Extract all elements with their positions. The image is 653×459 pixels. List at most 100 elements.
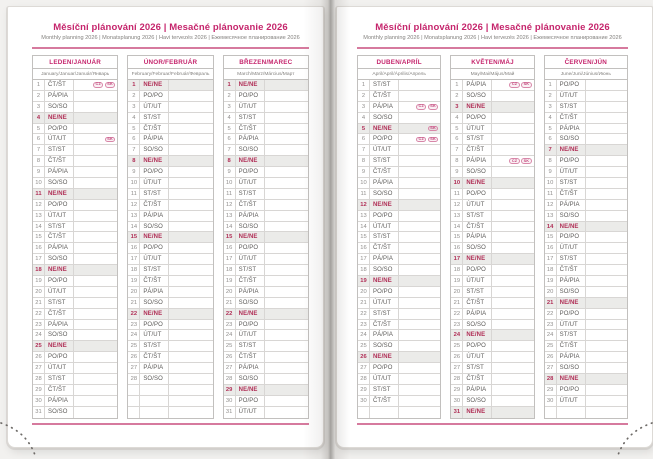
day-row: 6 PÁ/PIA <box>223 134 308 146</box>
day-row: 8 PO/PO <box>544 156 627 168</box>
day-row: 16 PO/PO <box>128 243 213 255</box>
day-row: 4 ST/ST <box>223 112 308 124</box>
day-row: 5 PO/PO <box>33 123 118 135</box>
day-abbr: ST/ST <box>370 80 399 90</box>
day-row: 27 ST/ST <box>451 363 534 375</box>
day-row: 14 ST/ST <box>33 221 118 233</box>
day-number: 20 <box>128 286 141 297</box>
notes-cell <box>399 374 440 384</box>
months-row: LEDEN/JANUÁR January/Januar/Január/Январь… <box>32 55 309 419</box>
notes-cell <box>586 352 627 362</box>
day-abbr: ÚT/UT <box>463 123 493 134</box>
day-number: 13 <box>33 210 45 221</box>
notes-cell <box>265 374 308 384</box>
day-number: 21 <box>224 297 236 308</box>
notes-cell <box>74 167 117 177</box>
day-number: 12 <box>545 199 557 210</box>
day-number: 24 <box>33 330 45 341</box>
day-abbr: PO/PO <box>370 210 399 221</box>
day-abbr: ST/ST <box>236 112 265 123</box>
day-abbr: PO/PO <box>463 341 493 352</box>
day-number: 9 <box>33 167 45 178</box>
day-row: 23 ČT/ŠT <box>358 319 441 331</box>
month-table: DUBEN/APRÍL April/April/Április/Апрель 1 ST… <box>357 55 442 419</box>
day-number: 12 <box>451 199 464 210</box>
day-abbr: SO/SO <box>557 210 586 221</box>
day-number: 9 <box>545 167 557 178</box>
day-number: 23 <box>451 319 464 330</box>
day-abbr: PO/PO <box>557 156 586 167</box>
day-row: 7 ČT/ŠT <box>451 145 534 157</box>
day-abbr: ST/ST <box>557 330 586 341</box>
day-abbr: PÁ/PIA <box>140 363 170 374</box>
day-row: 22 ČT/ŠT <box>33 308 118 320</box>
day-row: 11 ST/ST <box>128 188 213 200</box>
day-abbr: ÚT/UT <box>45 286 74 297</box>
notes-cell <box>586 189 627 199</box>
day-row: 21 NE/NE <box>544 297 627 309</box>
day-number: 15 <box>358 232 370 243</box>
day-row: 15 ČT/ŠT <box>33 232 118 244</box>
day-number: 11 <box>545 188 557 199</box>
day-abbr: ČT/ŠT <box>557 341 586 352</box>
month-name: ČERVEN/JÚN <box>544 56 627 69</box>
notes-cell <box>586 320 627 330</box>
day-abbr: ST/ST <box>370 308 399 319</box>
notes-cell <box>169 167 212 177</box>
day-row: 1 ČT/ŠT CZ SK <box>33 80 118 91</box>
day-abbr: NE/NE <box>463 178 493 188</box>
day-row: 10 ÚT/UT <box>128 178 213 189</box>
day-abbr: PO/PO <box>45 352 74 363</box>
empty-row <box>358 406 440 418</box>
day-abbr: PÁ/PIA <box>463 156 493 167</box>
notes-cell <box>492 189 533 199</box>
notes-cell <box>492 330 533 340</box>
day-row: 12 ČT/ŠT <box>223 199 308 211</box>
day-row: 20 PÁ/PIA <box>223 286 308 298</box>
notes-cell <box>399 320 440 330</box>
day-row: 31 NE/NE <box>451 406 534 418</box>
day-row: 22 NE/NE <box>223 308 308 320</box>
day-number: 28 <box>224 374 236 384</box>
day-number: 14 <box>33 221 45 232</box>
notes-cell <box>169 91 212 101</box>
day-row: 24 ÚT/UT <box>223 330 308 342</box>
day-number: 14 <box>451 221 464 232</box>
day-number: 29 <box>545 384 557 395</box>
notes-cell <box>265 363 308 373</box>
notes-cell <box>586 254 627 264</box>
day-number: 24 <box>358 330 370 341</box>
day-row: 25 SO/SO <box>358 341 441 353</box>
day-abbr: PO/PO <box>557 80 586 90</box>
day-abbr: NE/NE <box>557 297 586 308</box>
day-abbr: PO/PO <box>236 90 265 101</box>
day-abbr: SO/SO <box>463 395 493 406</box>
day-abbr: ČT/ŠT <box>140 123 170 134</box>
day-abbr: ST/ST <box>370 384 399 395</box>
day-number: 3 <box>545 101 557 112</box>
day-abbr: NE/NE <box>463 330 493 341</box>
day-number: 13 <box>358 210 370 221</box>
day-abbr: PO/PO <box>140 243 170 254</box>
day-abbr: PO/PO <box>557 384 586 395</box>
day-number: 28 <box>33 374 45 384</box>
day-number: 16 <box>33 243 45 254</box>
notes-cell <box>265 189 308 199</box>
notes-cell <box>169 254 212 264</box>
day-abbr: PÁ/PIA <box>463 384 493 395</box>
day-number: 8 <box>33 156 45 167</box>
day-row: 13 ÚT/UT <box>33 210 118 222</box>
day-number: 28 <box>358 374 370 384</box>
day-row: 25 NE/NE <box>33 341 118 353</box>
notes-cell <box>169 407 212 418</box>
day-abbr: PÁ/PIA <box>140 286 170 297</box>
day-row: 1 PÁ/PIA CZ SK <box>451 80 534 91</box>
day-abbr: SO/SO <box>140 374 170 384</box>
day-number: 15 <box>128 232 141 243</box>
day-number: 27 <box>224 363 236 374</box>
day-abbr: ST/ST <box>140 112 170 123</box>
day-abbr: ČT/ŠT <box>45 80 74 90</box>
day-number: 4 <box>545 112 557 123</box>
day-number: 26 <box>128 352 141 363</box>
